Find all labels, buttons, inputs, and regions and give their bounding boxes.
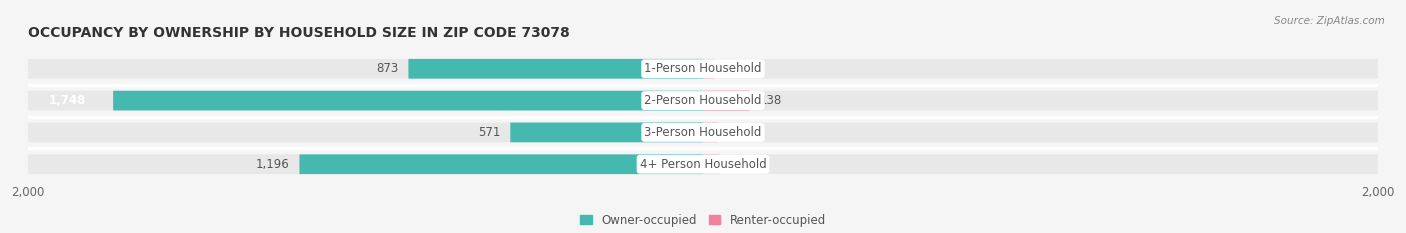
FancyBboxPatch shape bbox=[408, 59, 703, 79]
Legend: Owner-occupied, Renter-occupied: Owner-occupied, Renter-occupied bbox=[575, 209, 831, 231]
Text: 4+ Person Household: 4+ Person Household bbox=[640, 158, 766, 171]
FancyBboxPatch shape bbox=[703, 154, 720, 174]
FancyBboxPatch shape bbox=[28, 123, 1378, 142]
FancyBboxPatch shape bbox=[703, 59, 714, 79]
FancyBboxPatch shape bbox=[28, 91, 1378, 110]
Text: 3-Person Household: 3-Person Household bbox=[644, 126, 762, 139]
FancyBboxPatch shape bbox=[703, 91, 749, 110]
FancyBboxPatch shape bbox=[510, 123, 703, 142]
Text: 571: 571 bbox=[478, 126, 501, 139]
FancyBboxPatch shape bbox=[703, 123, 717, 142]
Text: 138: 138 bbox=[759, 94, 782, 107]
Text: 1,748: 1,748 bbox=[48, 94, 86, 107]
FancyBboxPatch shape bbox=[28, 59, 1378, 79]
Text: 873: 873 bbox=[375, 62, 398, 75]
Text: 1,196: 1,196 bbox=[256, 158, 290, 171]
Text: Source: ZipAtlas.com: Source: ZipAtlas.com bbox=[1274, 16, 1385, 26]
Text: 35: 35 bbox=[725, 62, 740, 75]
Text: 42: 42 bbox=[727, 126, 742, 139]
Text: 1-Person Household: 1-Person Household bbox=[644, 62, 762, 75]
FancyBboxPatch shape bbox=[112, 91, 703, 110]
FancyBboxPatch shape bbox=[299, 154, 703, 174]
Text: 2-Person Household: 2-Person Household bbox=[644, 94, 762, 107]
Text: 50: 50 bbox=[730, 158, 745, 171]
Text: OCCUPANCY BY OWNERSHIP BY HOUSEHOLD SIZE IN ZIP CODE 73078: OCCUPANCY BY OWNERSHIP BY HOUSEHOLD SIZE… bbox=[28, 26, 569, 40]
FancyBboxPatch shape bbox=[28, 154, 1378, 174]
